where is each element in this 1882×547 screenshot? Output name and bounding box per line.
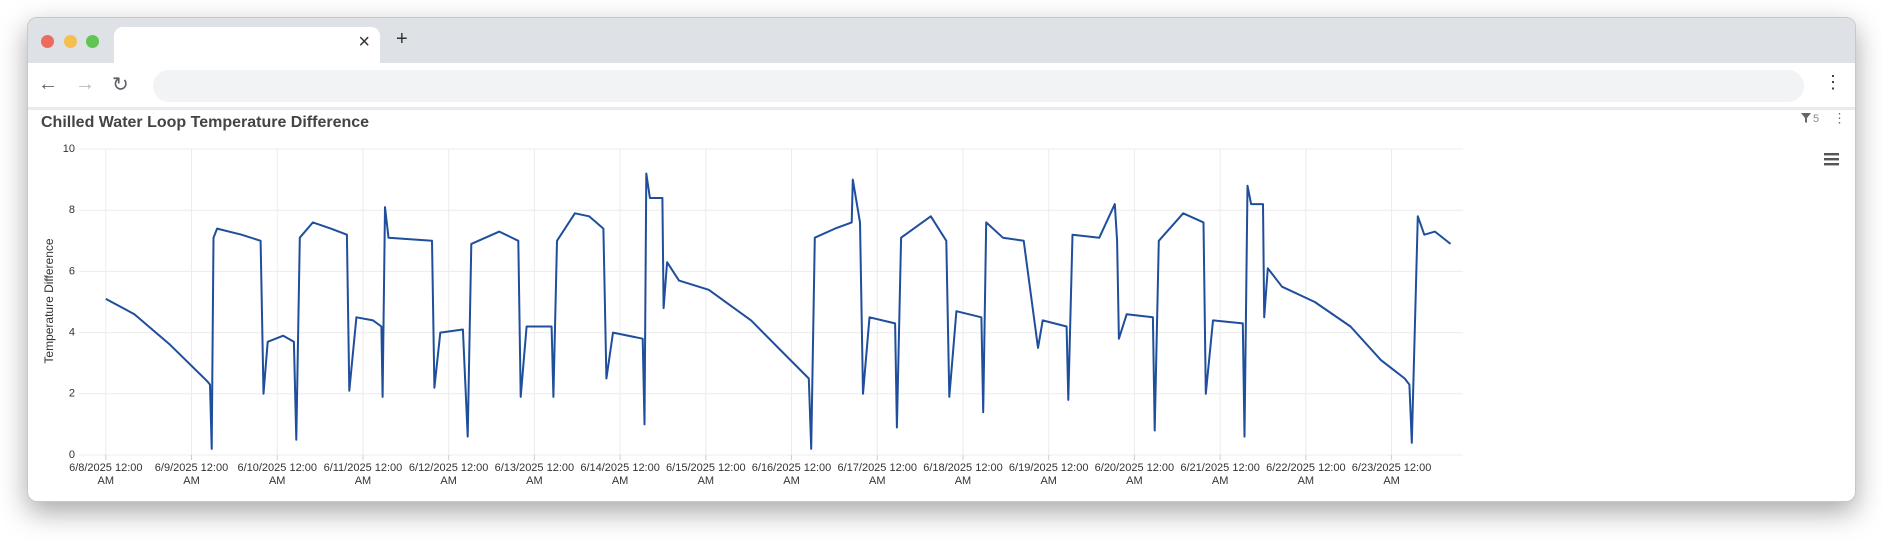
x-tick-label: 6/15/2025 12:00 AM xyxy=(666,462,746,487)
chart-title: Chilled Water Loop Temperature Differenc… xyxy=(41,114,370,131)
filter-count: 5 xyxy=(1813,113,1819,125)
data-line xyxy=(105,172,1452,450)
y-tick-label: 4 xyxy=(69,327,75,339)
reload-button[interactable]: ↻ xyxy=(112,74,129,96)
x-tick-label: 6/23/2025 12:00 AM xyxy=(1351,462,1432,487)
x-tick-label: 6/21/2025 12:00 AM xyxy=(1180,462,1260,487)
tab[interactable]: × xyxy=(114,27,380,63)
y-tick-label: 2 xyxy=(69,388,75,400)
back-button[interactable]: ← xyxy=(38,73,58,95)
y-tick-label: 0 xyxy=(69,449,75,461)
x-tick-label: 6/20/2025 12:00 AM xyxy=(1094,462,1175,487)
maximize-window[interactable] xyxy=(86,35,99,48)
filter-icon[interactable] xyxy=(1801,113,1811,123)
y-tick-label: 6 xyxy=(69,265,75,277)
chart-menu[interactable] xyxy=(1824,153,1839,166)
y-tick-label: 8 xyxy=(69,204,75,216)
x-tick-label: 6/12/2025 12:00 AM xyxy=(408,462,489,487)
browser-menu[interactable]: ⋮ xyxy=(1824,72,1842,92)
y-axis-title: Temperature Difference xyxy=(42,238,56,364)
y-tick-label: 10 xyxy=(63,143,75,155)
close-window[interactable] xyxy=(41,35,54,48)
x-tick-label: 6/22/2025 12:00 AM xyxy=(1266,462,1346,487)
x-tick-label: 6/19/2025 12:00 AM xyxy=(1008,462,1089,487)
widget-menu[interactable]: ⋮ xyxy=(1833,110,1846,125)
minimize-window[interactable] xyxy=(64,35,77,48)
toolbar: ← → ↻ ⋮ xyxy=(28,63,1855,110)
x-tick-label: 6/13/2025 12:00 AM xyxy=(494,462,575,487)
browser-window: × + ← → ↻ ⋮ 5 ⋮ Temperature Difference 0… xyxy=(27,17,1856,502)
x-tick-label: 6/17/2025 12:00 AM xyxy=(837,462,918,487)
x-tick-label: 6/11/2025 12:00 AM xyxy=(323,462,403,487)
tab-close[interactable]: × xyxy=(358,31,370,53)
chart: 5 ⋮ Temperature Difference 0 2 4 6 8 10 xyxy=(42,110,1846,461)
x-tick-label: 6/18/2025 12:00 AM xyxy=(923,462,1003,487)
new-tab[interactable]: + xyxy=(396,28,408,50)
x-tick-label: 6/9/2025 12:00 AM xyxy=(154,462,229,487)
tab-bar: × + xyxy=(28,18,1855,63)
x-tick-label: 6/8/2025 12:00 AM xyxy=(69,462,143,487)
x-tick-label: 6/14/2025 12:00 AM xyxy=(580,462,660,487)
address-bar[interactable] xyxy=(153,70,1804,102)
forward-button[interactable]: → xyxy=(75,73,95,95)
x-tick-label: 6/16/2025 12:00 AM xyxy=(751,462,832,487)
x-tick-label: 6/10/2025 12:00 AM xyxy=(237,462,317,487)
